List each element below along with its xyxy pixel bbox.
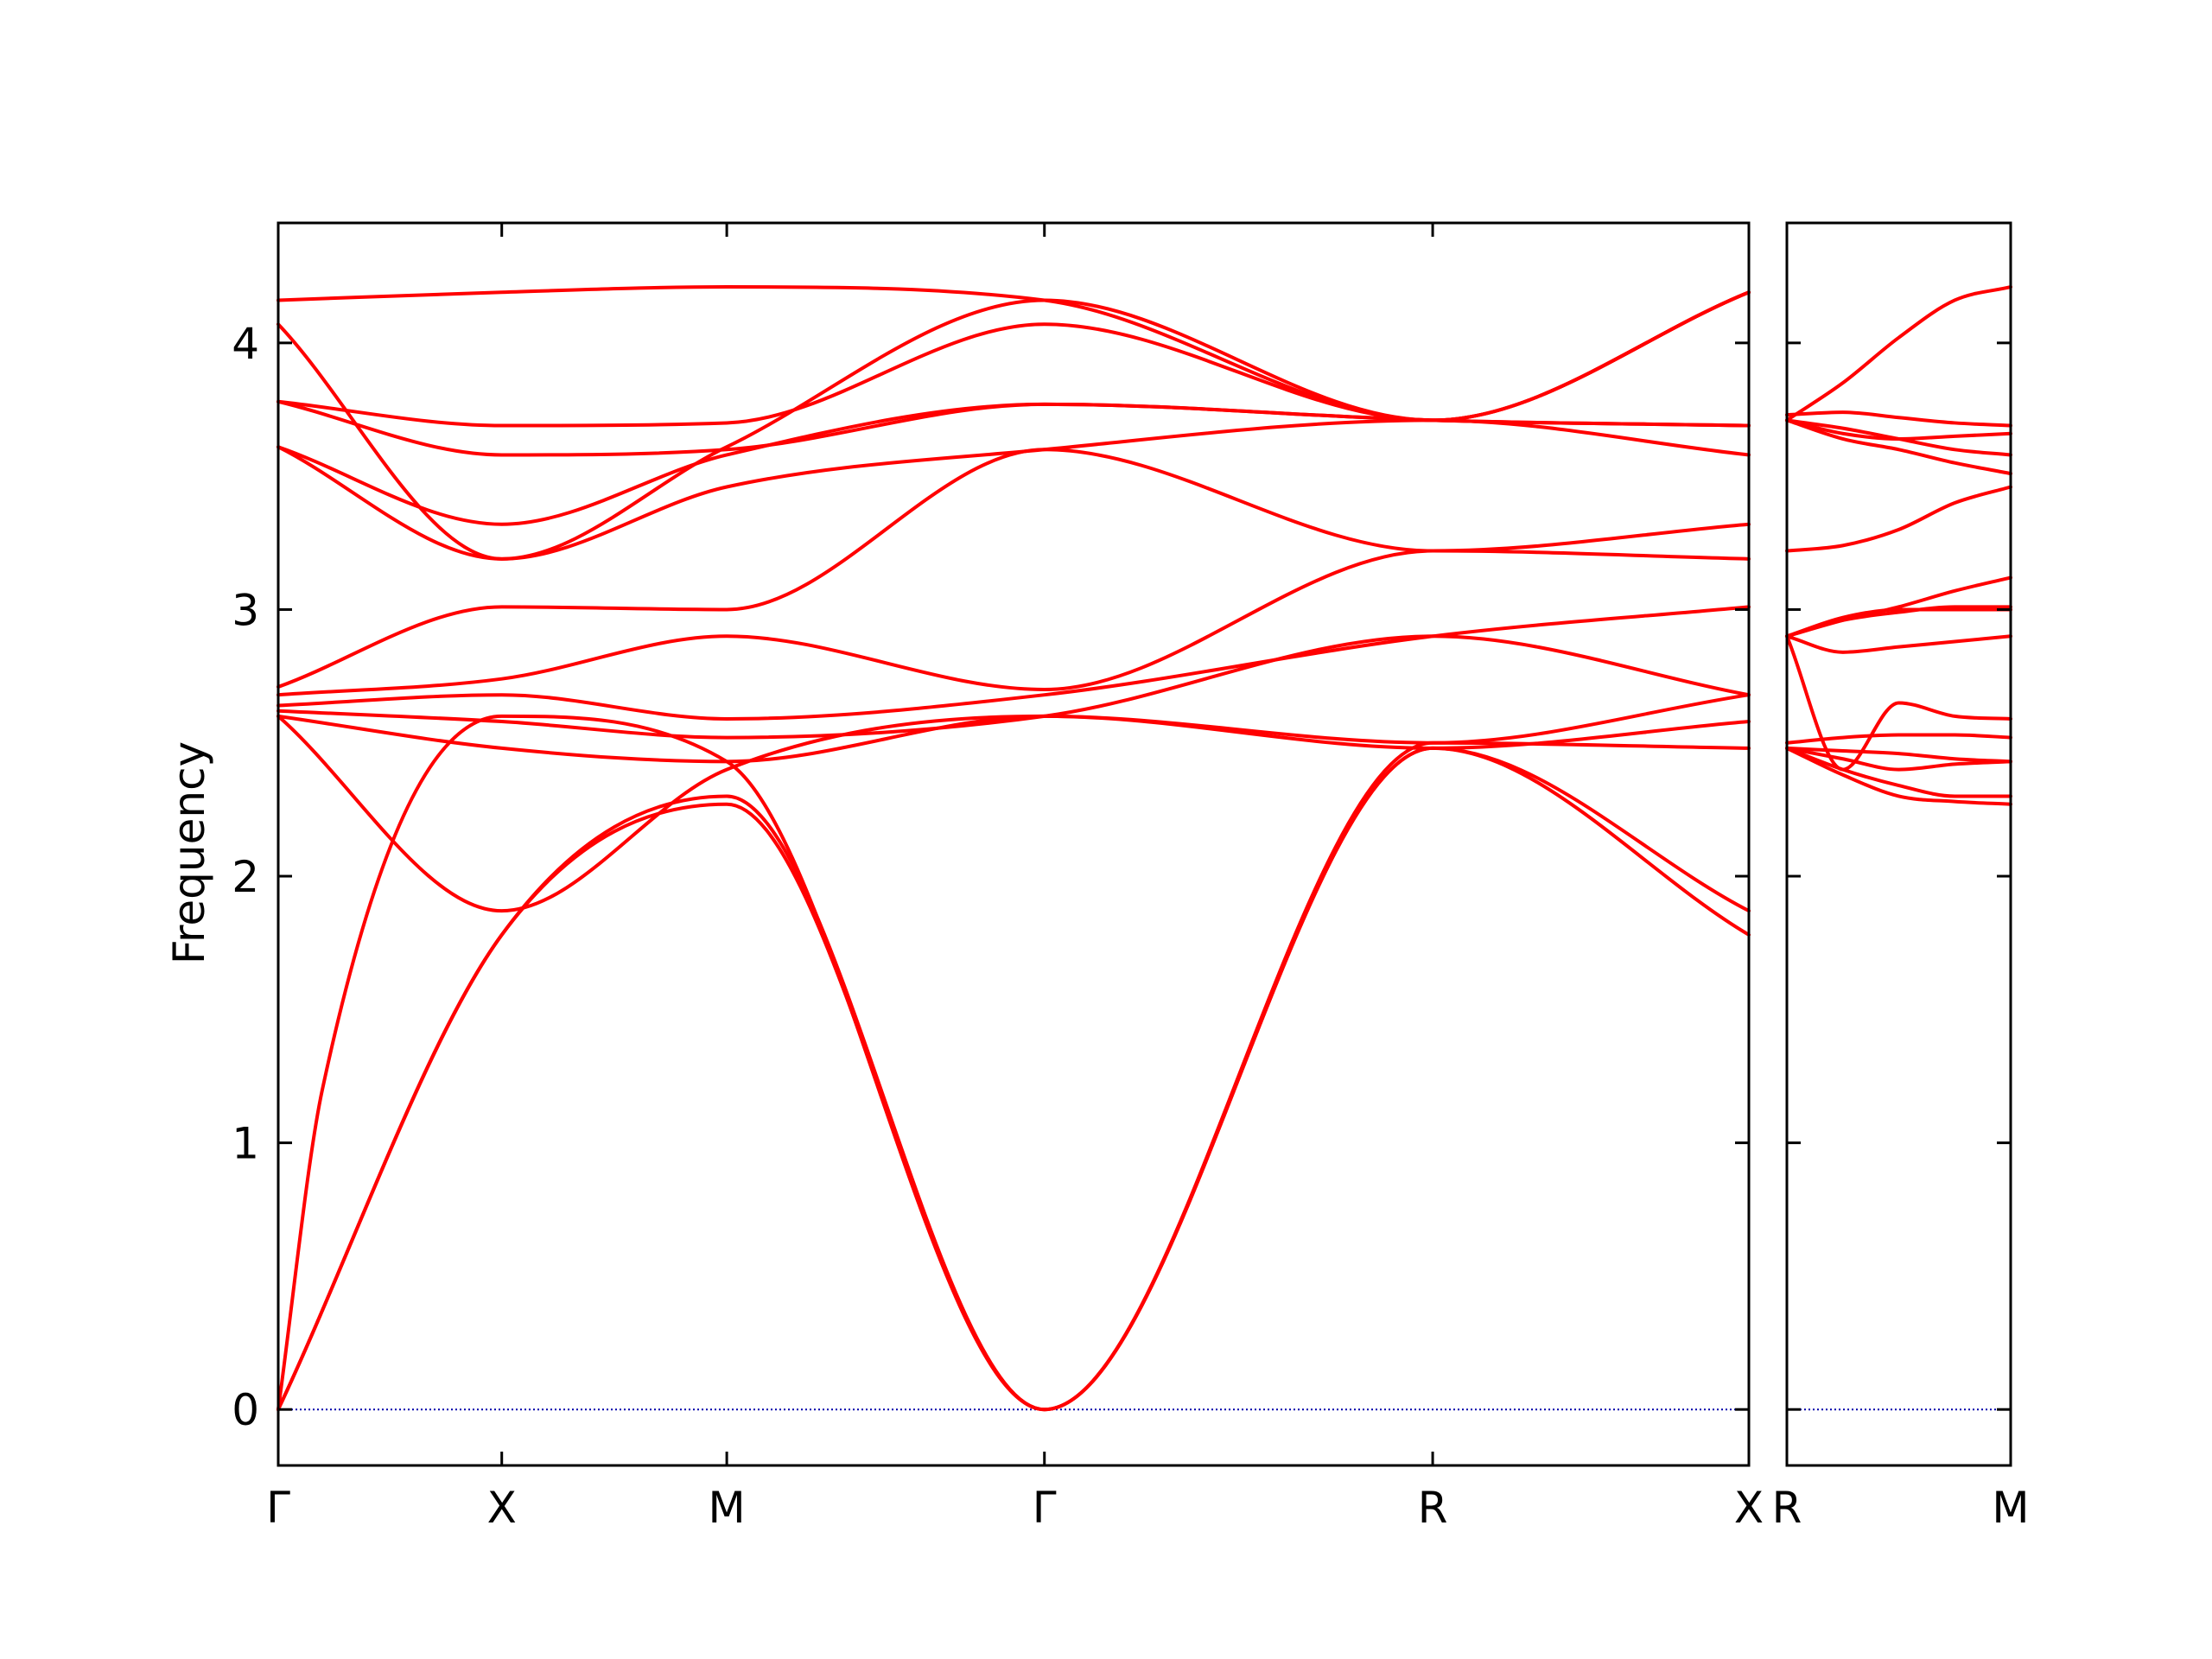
phonon-band-1-2: [1785, 746, 2012, 772]
phonon-band-0-14: [276, 285, 1751, 423]
y-tick-label: 3: [232, 585, 259, 635]
phonon-band-1-8: [1785, 605, 2012, 639]
phonon-band-1-4: [1785, 733, 2012, 745]
phonon-band-0-11: [276, 399, 1751, 457]
phonon-band-0-4: [276, 693, 1751, 764]
x-tick-label: X: [1734, 1483, 1764, 1533]
plot-frame: [1785, 221, 2012, 1467]
x-tick-label: Γ: [1033, 1483, 1057, 1533]
phonon-band-0-0: [276, 746, 1751, 1412]
phonon-band-1-10: [1785, 485, 2012, 553]
phonon-band-1-9: [1785, 575, 2012, 639]
phonon-band-0-7: [276, 549, 1751, 697]
phonon-band-0-1: [276, 746, 1751, 1412]
phonon-band-0-2: [276, 714, 1751, 1412]
y-axis-ticks: 0 1 2 3 4: [232, 319, 259, 1435]
phonon-band-1-6: [1785, 634, 2012, 654]
phonon-band-1-7: [1785, 607, 2012, 639]
phonon-band-0-3: [276, 714, 1751, 913]
phonon-band-1-0: [1785, 746, 2012, 806]
x-tick-label: R: [1418, 1483, 1448, 1533]
phonon-band-1-13: [1785, 418, 2012, 441]
phonon-band-1-15: [1785, 285, 2012, 423]
x-tick-label: R: [1772, 1483, 1802, 1533]
x-tick-label: M: [1992, 1483, 2029, 1533]
x-tick-label: X: [487, 1483, 517, 1533]
phonon-band-1-11: [1785, 418, 2012, 476]
phonon-band-1-14: [1785, 410, 2012, 428]
y-tick-label: 0: [232, 1385, 259, 1435]
phonon-band-0-8: [276, 448, 1751, 689]
y-axis-label: Frequency: [164, 741, 214, 964]
y-tick-label: 4: [232, 319, 259, 369]
plot-frame: [276, 221, 1751, 1467]
phonon-band-1-5: [1785, 634, 2012, 772]
x-tick-label: M: [709, 1483, 746, 1533]
phonon-band-0-5: [276, 634, 1751, 740]
phonon-band-0-9: [276, 418, 1751, 561]
y-tick-label: 2: [232, 852, 259, 902]
phonon-band-1-1: [1785, 746, 2012, 798]
x-tick-label: Γ: [266, 1483, 290, 1533]
y-tick-label: 1: [232, 1119, 259, 1169]
phonon-band-0-6: [276, 605, 1751, 721]
